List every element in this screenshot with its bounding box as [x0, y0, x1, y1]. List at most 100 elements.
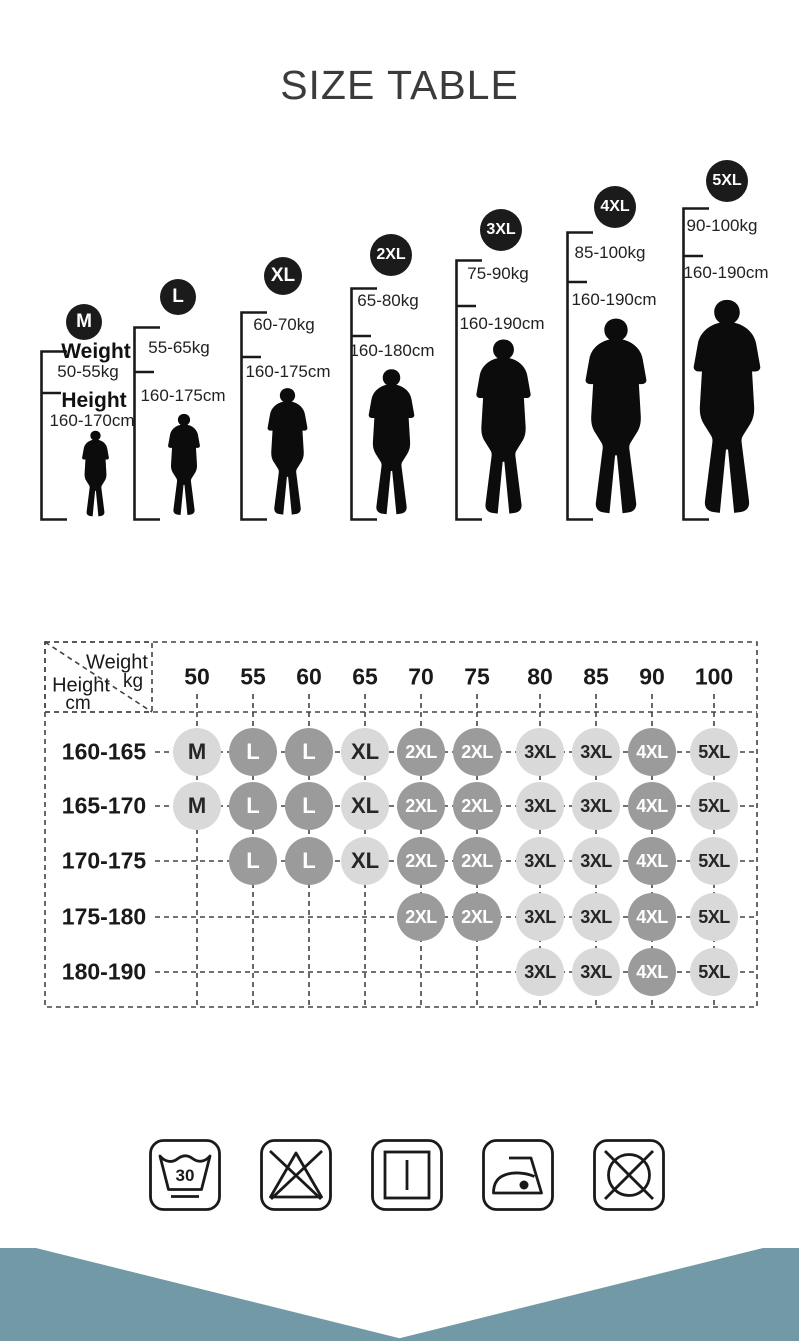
weight-range-5xl: 90-100kg: [686, 216, 758, 235]
weight-label-m: Weight: [61, 340, 131, 363]
size-badge-xl: XL: [264, 257, 302, 295]
height-range-m: 160-170cm: [49, 411, 135, 430]
size-cell-170-175-80: 3XL: [516, 837, 564, 885]
size-cell-165-170-100: 5XL: [690, 782, 738, 830]
size-badge-m: M: [66, 304, 102, 340]
size-cell-165-170-65: XL: [341, 782, 389, 830]
size-cell-160-165-50: M: [173, 728, 221, 776]
size-cell-170-175-55: L: [229, 837, 277, 885]
person-silhouette-3xl: [475, 339, 531, 514]
corner-height-unit: cm: [65, 693, 91, 714]
size-cell-175-180-85: 3XL: [572, 893, 620, 941]
size-cell-175-180-80: 3XL: [516, 893, 564, 941]
person-silhouette-l: [168, 413, 200, 516]
do-not-tumble-dry-icon: [593, 1139, 665, 1211]
size-cell-180-190-90: 4XL: [628, 948, 676, 996]
size-cell-175-180-100: 5XL: [690, 893, 738, 941]
size-cell-165-170-50: M: [173, 782, 221, 830]
corner-height-label: Height: [52, 674, 110, 697]
height-label-m: Height: [61, 389, 127, 412]
size-cell-160-165-70: 2XL: [397, 728, 445, 776]
weight-range-4xl: 85-100kg: [574, 243, 646, 262]
height-row-170-175: 170-175: [61, 847, 147, 874]
size-cell-170-175-60: L: [285, 837, 333, 885]
corner-weight-label: Weight: [86, 651, 148, 674]
size-badge-2xl: 2XL: [370, 234, 412, 276]
size-cell-160-165-55: L: [229, 728, 277, 776]
height-range-4xl: 160-190cm: [571, 290, 657, 309]
size-cell-180-190-80: 3XL: [516, 948, 564, 996]
size-cell-175-180-75: 2XL: [453, 893, 501, 941]
size-cell-175-180-90: 4XL: [628, 893, 676, 941]
size-cell-165-170-70: 2XL: [397, 782, 445, 830]
measure-bracket-4xl: [566, 231, 593, 521]
size-cell-160-165-85: 3XL: [572, 728, 620, 776]
footer-band: [0, 1248, 799, 1341]
size-cell-160-165-65: XL: [341, 728, 389, 776]
weight-range-xl: 60-70kg: [253, 315, 315, 334]
height-row-165-170: 165-170: [61, 792, 147, 819]
size-cell-160-165-75: 2XL: [453, 728, 501, 776]
corner-weight-unit: kg: [122, 671, 144, 692]
person-silhouette-5xl: [693, 299, 761, 513]
weight-column-50: 50: [184, 663, 210, 690]
person-silhouette-4xl: [585, 318, 647, 514]
measure-bracket-m: [40, 350, 67, 521]
size-cell-165-170-55: L: [229, 782, 277, 830]
weight-column-80: 80: [527, 663, 553, 690]
wash-30-icon: 30: [149, 1139, 221, 1211]
size-badge-5xl: 5XL: [706, 160, 748, 202]
size-badge-l: L: [160, 279, 196, 315]
page-title: SIZE TABLE: [280, 62, 519, 108]
iron-one-dot-icon: [482, 1139, 554, 1211]
size-cell-165-170-60: L: [285, 782, 333, 830]
height-range-2xl: 160-180cm: [349, 341, 435, 360]
size-cell-170-175-70: 2XL: [397, 837, 445, 885]
height-range-5xl: 160-190cm: [683, 263, 769, 282]
measure-bracket-5xl: [682, 207, 709, 521]
measure-bracket-2xl: [350, 287, 377, 521]
person-silhouette-xl: [267, 388, 307, 515]
weight-column-90: 90: [639, 663, 665, 690]
weight-column-85: 85: [583, 663, 609, 690]
size-cell-165-170-75: 2XL: [453, 782, 501, 830]
weight-column-60: 60: [296, 663, 322, 690]
size-cell-160-165-100: 5XL: [690, 728, 738, 776]
size-cell-170-175-100: 5XL: [690, 837, 738, 885]
size-cell-180-190-100: 5XL: [690, 948, 738, 996]
weight-range-3xl: 75-90kg: [467, 264, 529, 283]
person-silhouette-2xl: [368, 369, 414, 515]
weight-column-65: 65: [352, 663, 378, 690]
person-silhouette-m: [81, 430, 109, 517]
measure-bracket-3xl: [455, 259, 482, 521]
size-badge-3xl: 3XL: [480, 209, 522, 251]
size-badge-4xl: 4XL: [594, 186, 636, 228]
size-cell-170-175-85: 3XL: [572, 837, 620, 885]
size-cell-165-170-80: 3XL: [516, 782, 564, 830]
measure-bracket-xl: [240, 311, 267, 521]
svg-text:30: 30: [176, 1166, 195, 1185]
size-cell-170-175-65: XL: [341, 837, 389, 885]
weight-column-70: 70: [408, 663, 434, 690]
size-cell-180-190-85: 3XL: [572, 948, 620, 996]
height-row-180-190: 180-190: [61, 958, 147, 985]
drip-dry-icon: [371, 1139, 443, 1211]
weight-column-55: 55: [240, 663, 266, 690]
height-range-xl: 160-175cm: [245, 362, 331, 381]
weight-range-2xl: 65-80kg: [357, 291, 419, 310]
size-cell-165-170-90: 4XL: [628, 782, 676, 830]
height-row-175-180: 175-180: [61, 903, 147, 930]
height-range-3xl: 160-190cm: [459, 314, 545, 333]
height-row-160-165: 160-165: [61, 738, 147, 765]
size-cell-170-175-90: 4XL: [628, 837, 676, 885]
weight-column-75: 75: [464, 663, 490, 690]
weight-range-l: 55-65kg: [148, 338, 210, 357]
size-cell-170-175-75: 2XL: [453, 837, 501, 885]
weight-range-m: 50-55kg: [57, 362, 119, 381]
height-range-l: 160-175cm: [140, 386, 226, 405]
size-cell-160-165-80: 3XL: [516, 728, 564, 776]
do-not-bleach-icon: [260, 1139, 332, 1211]
weight-column-100: 100: [694, 663, 734, 690]
measure-bracket-l: [133, 326, 160, 521]
